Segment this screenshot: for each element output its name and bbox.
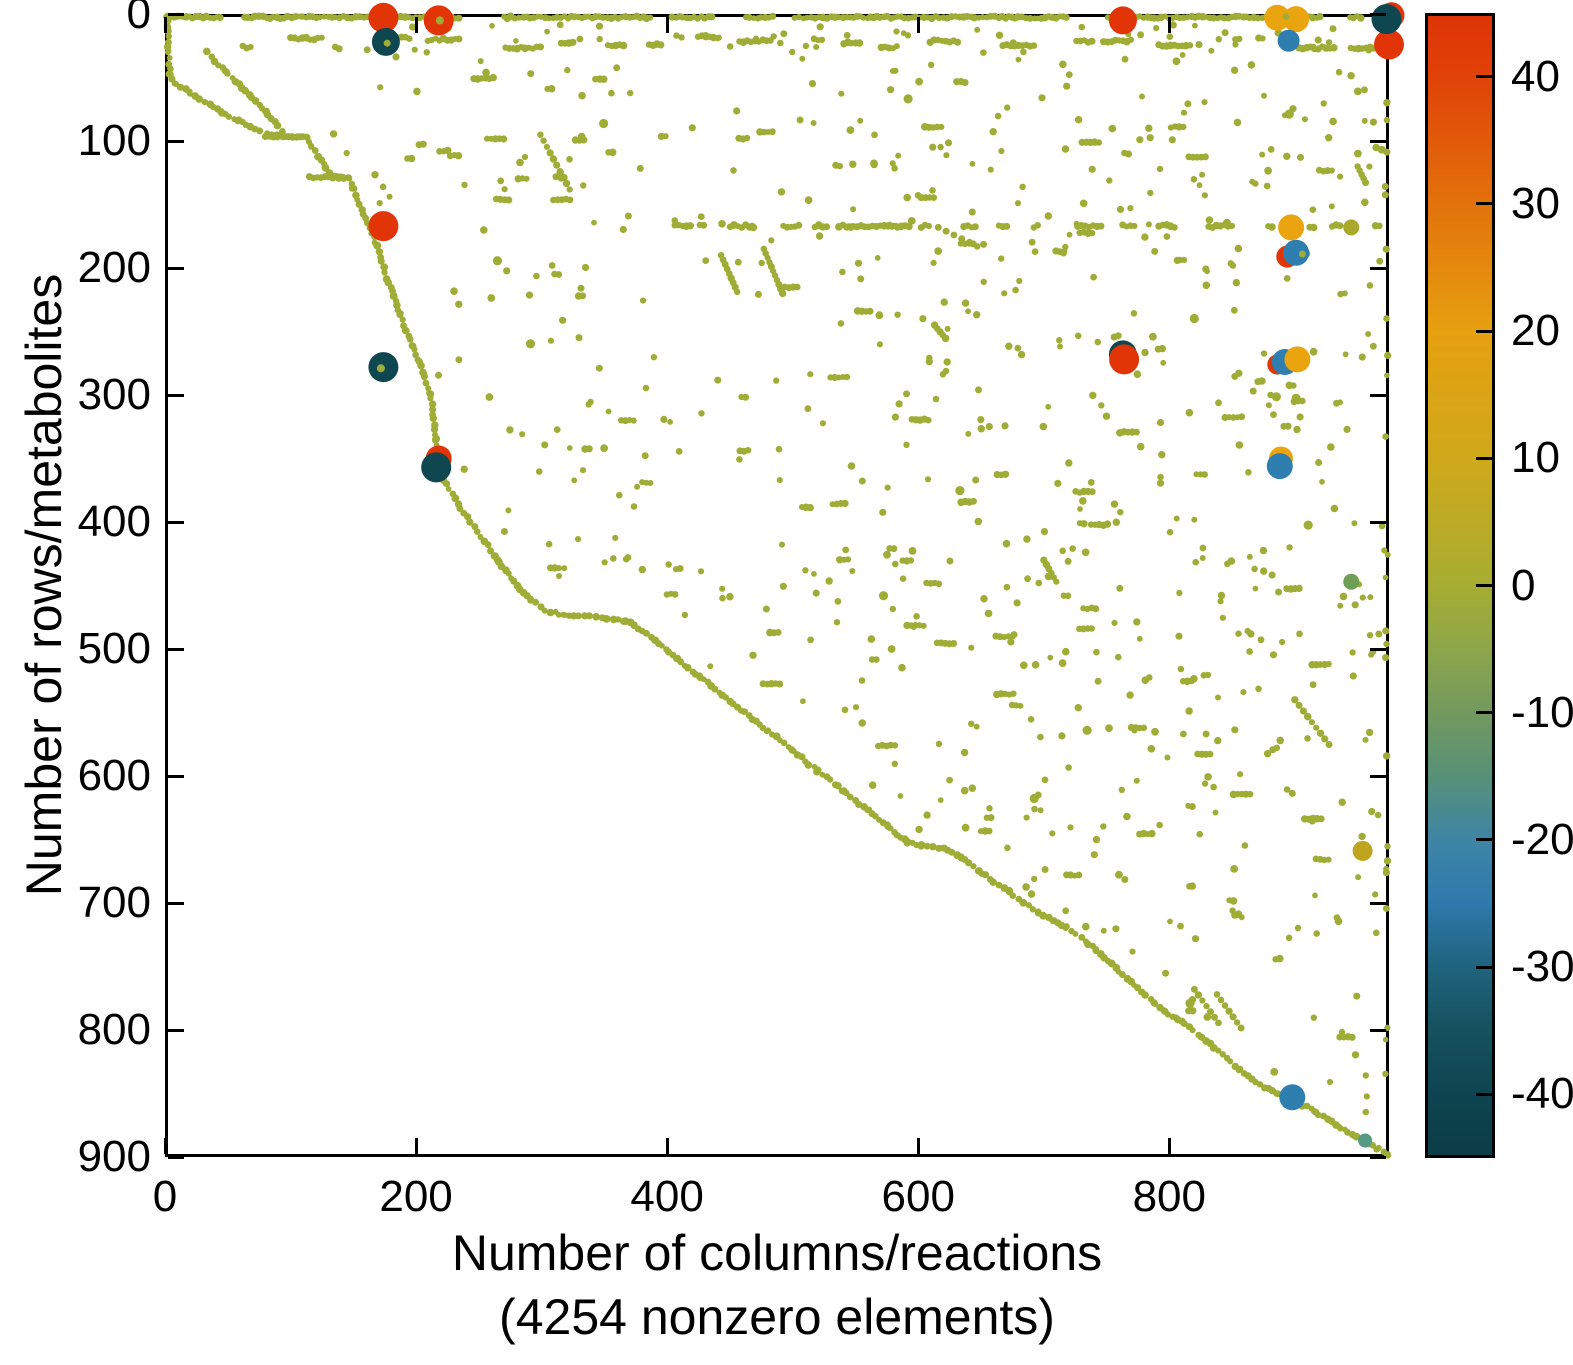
x-tick-mark-top — [1167, 17, 1171, 33]
colorbar-tick-label: -40 — [1511, 1069, 1573, 1119]
y-tick-mark-right — [1370, 12, 1386, 16]
plot-area — [165, 14, 1389, 1157]
y-tick-mark — [168, 901, 184, 905]
y-tick-mark — [168, 1155, 184, 1159]
x-tick-mark-top — [163, 17, 167, 33]
colorbar-tick-label: 0 — [1511, 560, 1536, 610]
y-tick-mark-right — [1370, 266, 1386, 270]
x-tick-mark — [163, 1138, 167, 1154]
y-tick-label: 200 — [77, 243, 151, 292]
x-tick-mark — [665, 1138, 669, 1154]
y-tick-mark-right — [1370, 139, 1386, 143]
y-tick-mark — [168, 393, 184, 397]
y-tick-label: 300 — [77, 370, 151, 419]
colorbar-tick-mark — [1476, 584, 1492, 587]
y-tick-mark — [168, 520, 184, 524]
y-tick-mark — [168, 1028, 184, 1032]
x-tick-mark-top — [916, 17, 920, 33]
y-tick-mark-right — [1370, 393, 1386, 397]
colorbar-tick-mark — [1476, 1092, 1492, 1096]
y-tick-mark — [168, 139, 184, 143]
y-tick-mark — [168, 12, 184, 16]
colorbar-tick-mark — [1476, 329, 1492, 333]
y-tick-mark — [168, 774, 184, 778]
colorbar-tick-label: 20 — [1511, 306, 1560, 356]
y-tick-mark-right — [1370, 774, 1386, 778]
x-tick-label: 200 — [379, 1172, 453, 1221]
y-tick-label: 600 — [77, 751, 151, 800]
x-tick-label: 0 — [152, 1172, 178, 1221]
colorbar-tick-label: -10 — [1511, 687, 1573, 737]
colorbar-tick-mark — [1476, 838, 1492, 842]
y-tick-label: 400 — [77, 497, 151, 546]
y-tick-mark-right — [1370, 901, 1386, 905]
y-axis-label: Number of rows/metabolites — [16, 273, 72, 897]
x-axis-label: Number of columns/reactions — [451, 1225, 1103, 1281]
x-tick-mark — [414, 1138, 418, 1154]
y-tick-mark — [168, 647, 184, 651]
colorbar-tick-label: 10 — [1511, 433, 1560, 483]
y-tick-mark-right — [1370, 1155, 1386, 1159]
y-tick-label: 0 — [126, 0, 151, 38]
colorbar-tick-label: 40 — [1511, 51, 1560, 101]
x-axis-label-nonzero-count: (4254 nonzero elements) — [499, 1289, 1055, 1345]
colorbar-tick-mark — [1476, 75, 1492, 79]
x-tick-label: 800 — [1132, 1172, 1207, 1221]
y-tick-mark-right — [1370, 520, 1386, 524]
y-tick-mark-right — [1370, 647, 1386, 651]
colorbar-tick-label: -20 — [1511, 814, 1573, 864]
y-tick-label: 900 — [77, 1132, 151, 1181]
colorbar-tick-mark — [1476, 965, 1492, 969]
x-tick-mark — [916, 1138, 920, 1154]
y-tick-label: 100 — [77, 116, 151, 165]
x-tick-mark — [1167, 1138, 1171, 1154]
y-tick-mark-right — [1370, 1028, 1386, 1032]
x-tick-mark-top — [414, 17, 418, 33]
colorbar-tick-mark — [1476, 202, 1492, 206]
colorbar-tick-label: -30 — [1511, 942, 1573, 992]
colorbar-tick-label: 30 — [1511, 178, 1560, 228]
x-tick-mark-top — [665, 17, 669, 33]
y-tick-label: 800 — [77, 1005, 151, 1054]
x-tick-label: 600 — [881, 1172, 955, 1221]
y-tick-mark — [168, 266, 184, 270]
colorbar-tick-mark — [1476, 711, 1492, 715]
x-tick-label: 400 — [630, 1172, 704, 1221]
y-tick-label: 500 — [77, 624, 151, 673]
colorbar-tick-mark — [1476, 456, 1492, 460]
y-tick-label: 700 — [77, 878, 151, 927]
